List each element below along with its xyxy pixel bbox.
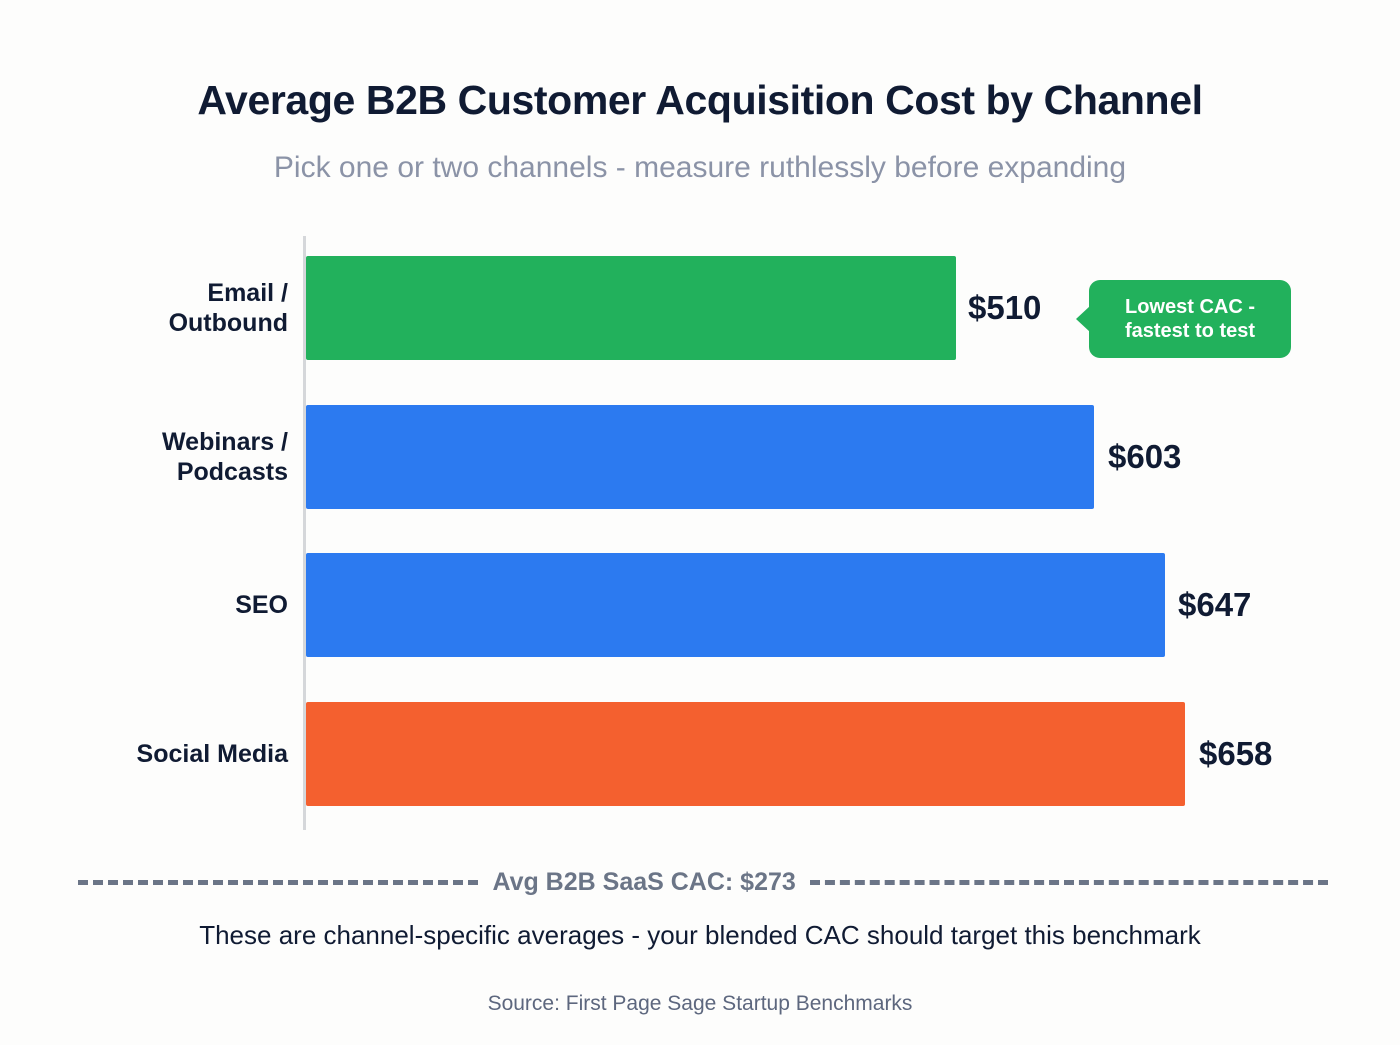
- bar-row: Webinars / Podcasts $603: [0, 405, 1400, 509]
- bar-social-media[interactable]: [306, 702, 1185, 806]
- callout-tail-icon: [1076, 306, 1090, 332]
- y-axis-line: [303, 236, 306, 830]
- callout-lowest-cac: Lowest CAC - fastest to test: [1076, 280, 1291, 358]
- benchmark-dash-left: [78, 879, 479, 885]
- plot-area: Email / Outbound $510 Lowest CAC - faste…: [0, 232, 1400, 832]
- category-label-seo: SEO: [235, 590, 288, 619]
- bar-value-social-media: $658: [1199, 735, 1273, 772]
- chart-subtitle: Pick one or two channels - measure ruthl…: [273, 151, 1127, 184]
- bar-value-webinars-podcasts: $603: [1108, 438, 1182, 475]
- benchmark-reference-line: Avg B2B SaaS CAC: $273: [78, 862, 1328, 902]
- chart-source: Source: First Page Sage Startup Benchmar…: [487, 992, 913, 1015]
- bar-value-seo: $647: [1178, 586, 1252, 623]
- chart-footnote: These are channel-specific averages - yo…: [199, 920, 1201, 950]
- chart-title: Average B2B Customer Acquisition Cost by…: [197, 77, 1203, 123]
- bar-value-email-outbound: $510: [968, 289, 1042, 326]
- callout-text: Lowest CAC - fastest to test: [1124, 295, 1256, 342]
- bar-seo[interactable]: [306, 553, 1165, 657]
- category-label-email-outbound: Email / Outbound: [168, 278, 288, 338]
- bar-row: SEO $647: [0, 553, 1400, 657]
- benchmark-dash-right: [809, 879, 1328, 885]
- bar-row: Email / Outbound $510 Lowest CAC - faste…: [0, 256, 1400, 360]
- benchmark-label: Avg B2B SaaS CAC: $273: [492, 867, 796, 896]
- category-label-social-media: Social Media: [136, 739, 288, 768]
- bar-email-outbound[interactable]: [306, 256, 956, 360]
- bar-webinars-podcasts[interactable]: [306, 405, 1094, 509]
- bar-row: Social Media $658: [0, 702, 1400, 806]
- category-label-webinars-podcasts: Webinars / Podcasts: [162, 427, 288, 487]
